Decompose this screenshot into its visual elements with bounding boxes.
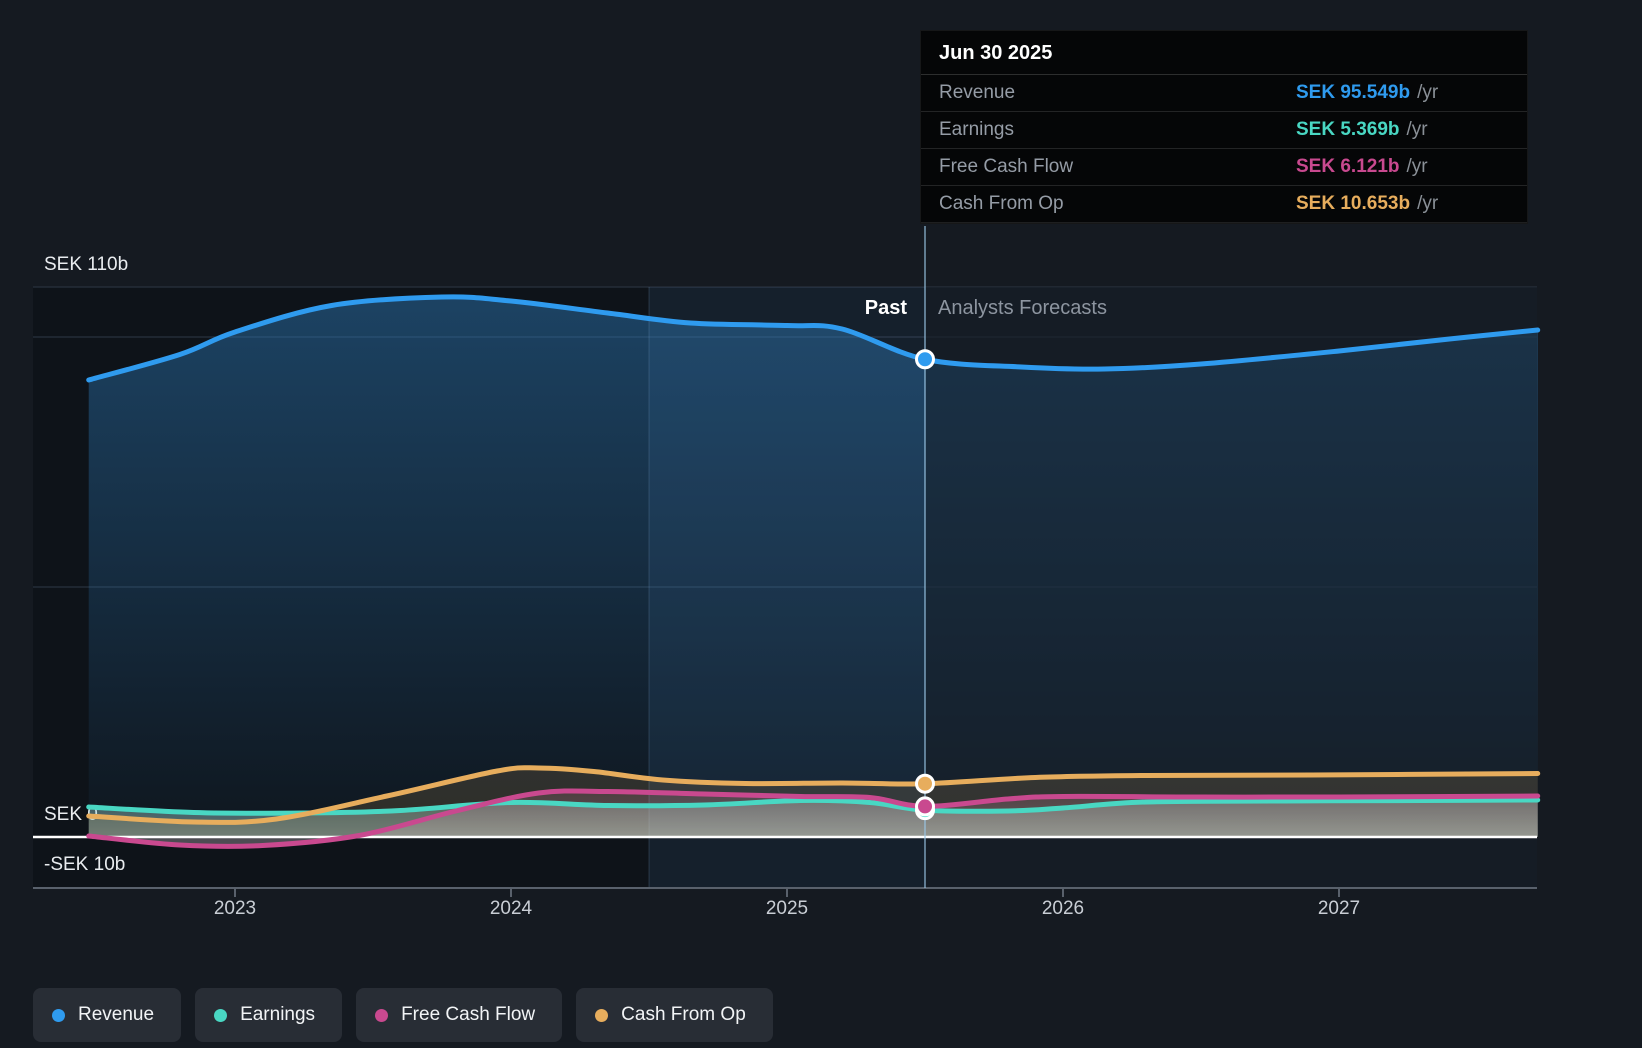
last-12m-highlight-band [649, 287, 925, 888]
series-line-revenue [86, 294, 1541, 383]
legend-label: Revenue [78, 1004, 155, 1025]
past-section-label: Past [864, 297, 907, 319]
series-line-free_cash_flow [86, 788, 1541, 849]
series-line-cash_from_op [86, 765, 1541, 825]
tooltip-row-label: Free Cash Flow [939, 156, 1074, 177]
legend-item-revenue[interactable]: Revenue [33, 988, 182, 1042]
legend-color-dot-cash-from-op [595, 1008, 609, 1022]
y-axis-label--10: -SEK 10b [44, 854, 125, 875]
tooltip-row-cash-from-op: Cash From Op SEK 10.653b/yr [921, 186, 1527, 223]
y-axis-label-110: SEK 110b [44, 254, 128, 275]
tooltip-date: Jun 30 2025 [921, 31, 1527, 75]
tooltip-row-value: SEK 10.653b/yr [1296, 193, 1439, 214]
chart-tooltip: Jun 30 2025 Revenue SEK 95.549b/yr Earning… [920, 30, 1528, 224]
tooltip-rows: Revenue SEK 95.549b/yr Earnings SEK 5.369b /… [921, 75, 1527, 223]
forecast-dim-overlay [925, 287, 1537, 888]
legend-label: Free Cash Flow [401, 1004, 536, 1025]
divider-marker-cash_from_op [915, 773, 935, 794]
legend-label: Earnings [240, 1004, 316, 1025]
legend-item-earnings[interactable]: Earnings [195, 988, 343, 1042]
series-line-earnings [86, 797, 1541, 816]
x-axis-label-2026: 2026 [1041, 898, 1085, 919]
tooltip-row-label: Cash From Op [939, 193, 1064, 214]
revenue-area [88, 296, 1538, 837]
tooltip-row-value: SEK 6.121b/yr [1296, 156, 1428, 177]
tooltip-row-label: Revenue [939, 82, 1016, 103]
x-axis-label-2023: 2023 [213, 898, 257, 919]
divider-marker-free_cash_flow [915, 796, 935, 817]
tooltip-row-value: SEK 95.549b/yr [1296, 82, 1439, 103]
legend-color-dot-free-cash-flow [375, 1008, 389, 1022]
y-axis-label-0: SEK 0 [44, 804, 98, 825]
tooltip-row-label: Earnings [939, 119, 1014, 140]
tooltip-row-revenue: Revenue SEK 95.549b/yr [921, 75, 1527, 112]
legend-color-dot-earnings [214, 1008, 228, 1022]
tooltip-row-free-cash-flow: Free Cash Flow SEK 6.121b/yr [921, 149, 1527, 186]
divider-marker-revenue [915, 349, 935, 370]
analysts-forecasts-section-label: Analysts Forecasts [938, 297, 1107, 319]
tooltip-row-value: SEK 5.369b/yr [1296, 119, 1428, 140]
legend-label: Cash From Op [621, 1004, 746, 1025]
x-axis-label-2024: 2024 [489, 898, 533, 919]
series-legend: Revenue Earnings Free Cash Flow Cash From O… [33, 988, 773, 1042]
legend-color-dot-revenue [52, 1008, 65, 1022]
legend-item-cash-from-op[interactable]: Cash From Op [576, 988, 773, 1042]
x-axis-label-2025: 2025 [765, 898, 809, 919]
tooltip-row-earnings: Earnings SEK 5.369b/yr [921, 112, 1527, 149]
free-cash-flow-area [88, 790, 1538, 847]
legend-item-free-cash-flow[interactable]: Free Cash Flow [356, 988, 563, 1042]
x-axis-label-2027: 2027 [1317, 898, 1361, 919]
